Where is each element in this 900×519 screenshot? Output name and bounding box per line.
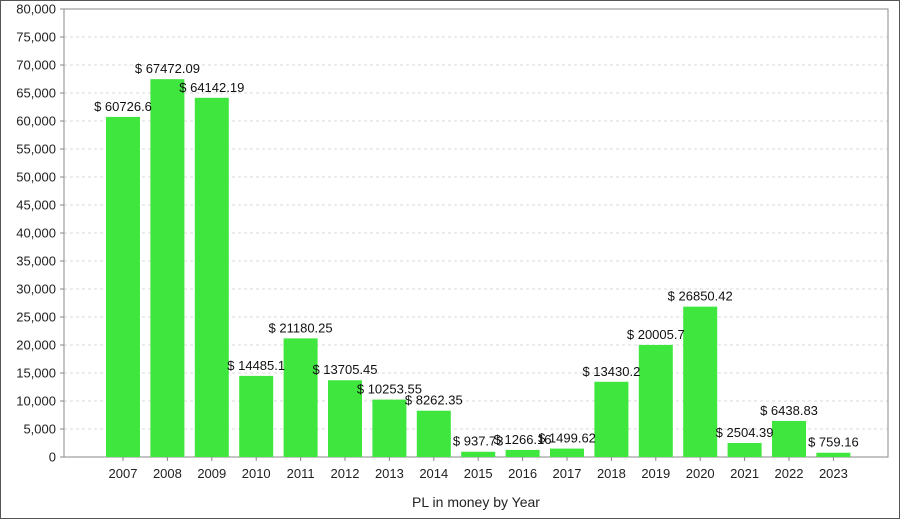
bar-2020: [683, 306, 718, 457]
bar-2023: [816, 452, 851, 457]
y-tick-label: 40,000: [16, 226, 56, 241]
x-tick-label-2012: 2012: [331, 466, 360, 481]
x-tick-label-2018: 2018: [597, 466, 626, 481]
x-tick-label-2022: 2022: [775, 466, 804, 481]
bar-2016: [505, 449, 540, 457]
data-label-2008: $ 67472.09: [135, 61, 200, 76]
bar-2019: [638, 344, 673, 457]
x-tick-label-2023: 2023: [819, 466, 848, 481]
x-tick-label-2016: 2016: [508, 466, 537, 481]
y-tick-label: 10,000: [16, 394, 56, 409]
y-tick-label: 5,000: [23, 422, 56, 437]
data-label-2007: $ 60726.6: [94, 99, 152, 114]
bar-2008: [150, 79, 185, 457]
y-tick-label: 50,000: [16, 170, 56, 185]
bar-2022: [772, 420, 806, 457]
x-tick-label-2007: 2007: [109, 466, 138, 481]
data-label-2013: $ 10253.55: [357, 382, 422, 397]
y-tick-label: 15,000: [16, 366, 56, 381]
data-labels: $ 60726.6 $ 67472.09 $ 64142.19 $ 14485.1 $ …: [94, 61, 859, 450]
data-label-2017: $ 1499.62: [538, 431, 596, 446]
data-label-2009: $ 64142.19: [179, 80, 244, 95]
y-tick-label: 60,000: [16, 114, 56, 129]
data-label-2018: $ 13430.2: [582, 364, 640, 379]
y-tick-label: 55,000: [16, 142, 56, 157]
bar-2017: [550, 448, 584, 457]
y-tick-label: 35,000: [16, 254, 56, 269]
data-label-2022: $ 6438.83: [760, 403, 818, 418]
y-tick-label: 25,000: [16, 310, 56, 325]
bar-2021: [727, 442, 762, 457]
bar-2007: [106, 116, 140, 458]
data-label-2010: $ 14485.1: [227, 358, 285, 373]
bar-2010: [239, 375, 274, 457]
x-axis-title: PL in money by Year: [412, 494, 540, 510]
y-tick-label: 45,000: [16, 198, 56, 213]
x-tick-labels: 2007 2008 2009 2010 2011 2012 2013 2014 2015 2016…: [109, 457, 848, 481]
bar-2014: [416, 410, 451, 457]
grid-lines: [63, 8, 889, 458]
x-tick-label-2020: 2020: [686, 466, 715, 481]
y-tick-label: 65,000: [16, 86, 56, 101]
bars: [106, 79, 851, 458]
data-label-2012: $ 13705.45: [312, 362, 377, 377]
y-tick-label: 75,000: [16, 30, 56, 45]
data-label-2019: $ 20005.7: [627, 327, 685, 342]
bar-2009: [194, 97, 229, 457]
data-label-2021: $ 2504.39: [716, 425, 774, 440]
y-tick-label: 0: [49, 450, 56, 465]
x-tick-label-2011: 2011: [287, 466, 315, 481]
y-tick-label: 70,000: [16, 58, 56, 73]
bar-2015: [461, 451, 496, 457]
data-label-2011: $ 21180.25: [269, 320, 333, 335]
bar-2011: [283, 338, 318, 457]
plot-border: [63, 8, 889, 458]
bar-2013: [372, 399, 407, 457]
x-tick-label-2013: 2013: [375, 466, 404, 481]
data-label-2016: $ 1266.16: [494, 432, 552, 447]
y-tick-label: 30,000: [16, 282, 56, 297]
y-tick-label: 20,000: [16, 338, 56, 353]
bar-2012: [328, 380, 362, 457]
data-label-2020: $ 26850.42: [668, 289, 733, 304]
y-tick-label: 80,000: [16, 2, 56, 17]
data-label-2014: $ 8262.35: [405, 393, 463, 408]
x-tick-label-2010: 2010: [242, 466, 271, 481]
bar-2018: [594, 381, 629, 457]
x-tick-label-2015: 2015: [464, 466, 493, 481]
data-label-2015: $ 937.73: [453, 434, 504, 449]
x-tick-label-2017: 2017: [553, 466, 582, 481]
x-tick-label-2019: 2019: [641, 466, 670, 481]
x-tick-label-2008: 2008: [153, 466, 182, 481]
x-tick-label-2014: 2014: [419, 466, 448, 481]
y-tick-labels: 0 5,000 10,000 15,000 20,000 25,000 30,000 35,0…: [16, 2, 64, 465]
data-label-2023: $ 759.16: [808, 435, 859, 450]
x-tick-label-2009: 2009: [197, 466, 226, 481]
x-tick-label-2021: 2021: [730, 466, 759, 481]
